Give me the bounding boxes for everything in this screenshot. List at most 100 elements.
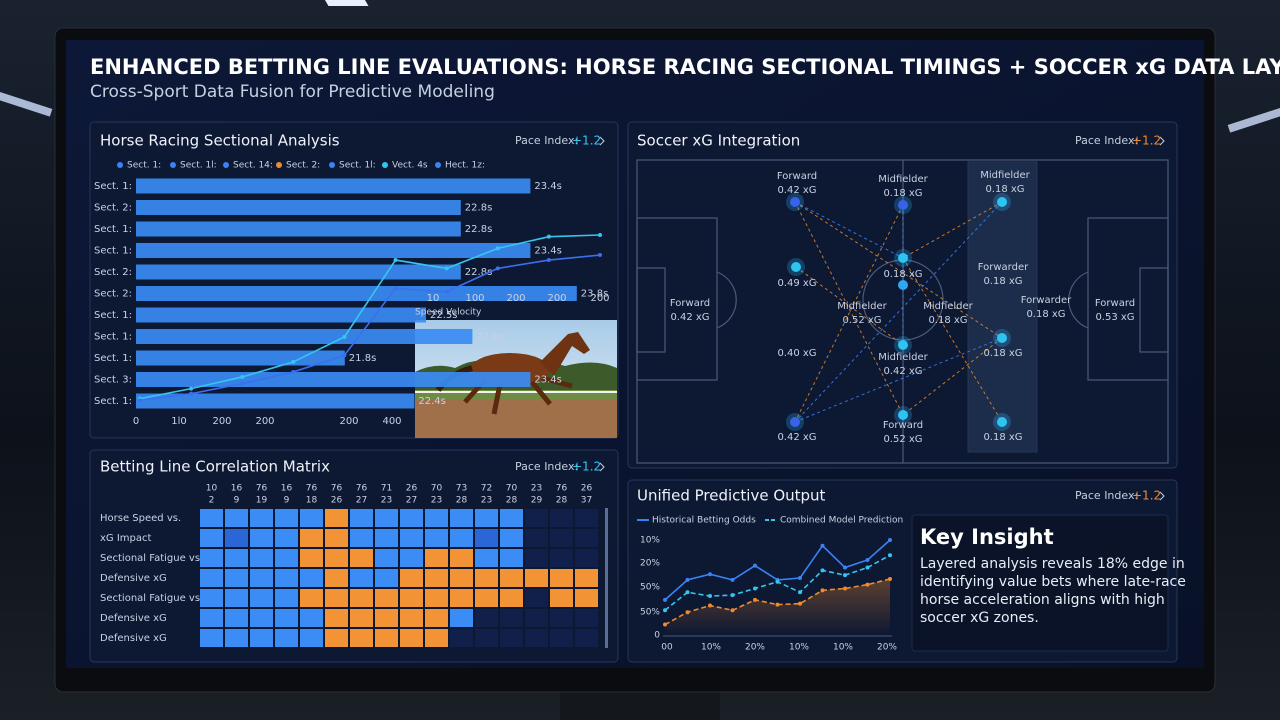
- matrix-cell: [475, 589, 498, 607]
- matrix-cell: [425, 609, 448, 627]
- player-dot: [898, 253, 908, 263]
- series-point: [685, 577, 690, 582]
- matrix-cell: [200, 509, 223, 527]
- matrix-cell: [325, 589, 348, 607]
- panel-title: Soccer xG Integration: [637, 132, 800, 150]
- series-point: [342, 353, 347, 358]
- matrix-cell: [525, 549, 548, 567]
- pass-link: [902, 337, 1003, 416]
- panel-title: Betting Line Correlation Matrix: [100, 458, 330, 476]
- matrix-cell: [375, 589, 398, 607]
- column-label: 16: [231, 484, 243, 494]
- legend-swatch: [435, 162, 441, 168]
- series-point: [291, 359, 296, 364]
- matrix-cell: [200, 529, 223, 547]
- matrix-cell: [400, 529, 423, 547]
- matrix-cell: [425, 569, 448, 587]
- chevron: [599, 462, 605, 472]
- wall-light: [1227, 108, 1280, 133]
- series-point: [730, 577, 735, 582]
- overlay-tick-label: 10: [427, 293, 440, 304]
- row-label: Sectional Fatigue vs.: [100, 553, 203, 564]
- matrix-cell: [575, 549, 598, 567]
- pass-link: [794, 204, 904, 423]
- pace-index[interactable]: Pace Index: +1.2: [1075, 134, 1165, 148]
- matrix-cell: [400, 589, 423, 607]
- pace-index[interactable]: Pace Index: +1.2: [515, 460, 605, 474]
- pace-index[interactable]: Pace Index: +1.2: [1075, 489, 1165, 503]
- series-point: [865, 565, 870, 570]
- matrix-cell: [325, 529, 348, 547]
- matrix-cell: [225, 509, 248, 527]
- legend-swatch: [276, 162, 282, 168]
- column-label: 9: [284, 496, 290, 506]
- player-name: Midfielder: [980, 170, 1030, 181]
- series-point: [240, 381, 245, 386]
- matrix-cell: [225, 589, 248, 607]
- column-label: 28: [456, 496, 468, 506]
- series-point: [730, 608, 735, 613]
- matrix-cell: [300, 549, 323, 567]
- value-label: 23.4s: [534, 375, 561, 386]
- insight-line: Layered analysis reveals 18% edge in: [920, 556, 1185, 572]
- player-name: Forward: [777, 171, 817, 182]
- column-label: 76: [356, 484, 368, 494]
- x-tick-label: 200: [212, 416, 231, 427]
- pass-link: [794, 337, 1003, 423]
- matrix-cell: [375, 569, 398, 587]
- pass-links: [794, 201, 1003, 423]
- player-dot: [997, 333, 1007, 343]
- matrix-cell: [275, 569, 298, 587]
- column-label: 26: [331, 496, 343, 506]
- matrix-cell: [400, 509, 423, 527]
- player-xg: 0.18 xG: [883, 188, 922, 199]
- matrix-cell: [225, 569, 248, 587]
- player-xg: 0.42 xG: [883, 366, 922, 377]
- penalty-arc: [1068, 271, 1089, 329]
- matrix-cell: [200, 589, 223, 607]
- matrix-cell: [550, 629, 573, 647]
- column-label: 26: [581, 484, 593, 494]
- matrix-cell: [225, 549, 248, 567]
- series-point: [843, 573, 847, 578]
- matrix-cell: [575, 529, 598, 547]
- pace-value: +1.2: [1132, 134, 1161, 148]
- bar: [136, 243, 531, 258]
- matrix-cell: [225, 529, 248, 547]
- matrix-cell: [525, 509, 548, 527]
- panel-title: Horse Racing Sectional Analysis: [100, 132, 340, 150]
- value-label: 21.8s: [349, 353, 376, 364]
- matrix-cell: [250, 629, 273, 647]
- matrix-cell: [275, 629, 298, 647]
- pass-link: [794, 201, 1003, 423]
- matrix-cell: [350, 529, 373, 547]
- matrix-cell: [375, 609, 398, 627]
- column-label: 10: [206, 484, 218, 494]
- series-point: [663, 622, 667, 627]
- pace-index[interactable]: Pace Index: +1.2: [515, 134, 605, 148]
- series-point: [888, 553, 892, 558]
- matrix-cell: [200, 609, 223, 627]
- player-name: Forwarder: [1021, 295, 1072, 306]
- overlay-tick-label: 200: [590, 293, 609, 304]
- pass-link: [902, 201, 1003, 259]
- series-point: [546, 234, 551, 239]
- series-point: [888, 576, 892, 581]
- chevron: [1159, 136, 1165, 146]
- player-name: Midfielder: [837, 301, 887, 312]
- pace-value: +1.2: [572, 460, 601, 474]
- matrix-cell: [550, 509, 573, 527]
- legend-swatch: [170, 162, 176, 168]
- series-point: [843, 565, 847, 570]
- matrix-cell: [450, 629, 473, 647]
- series-point: [444, 266, 449, 271]
- matrix-cell: [525, 629, 548, 647]
- column-label: 23: [381, 496, 392, 506]
- series-point: [663, 597, 667, 602]
- matrix-cell: [275, 609, 298, 627]
- y-tick-label: 20%: [640, 559, 660, 569]
- category-label: Sect. 1:: [94, 396, 132, 407]
- matrix-cell: [400, 609, 423, 627]
- bar: [136, 329, 473, 344]
- matrix-cell: [375, 529, 398, 547]
